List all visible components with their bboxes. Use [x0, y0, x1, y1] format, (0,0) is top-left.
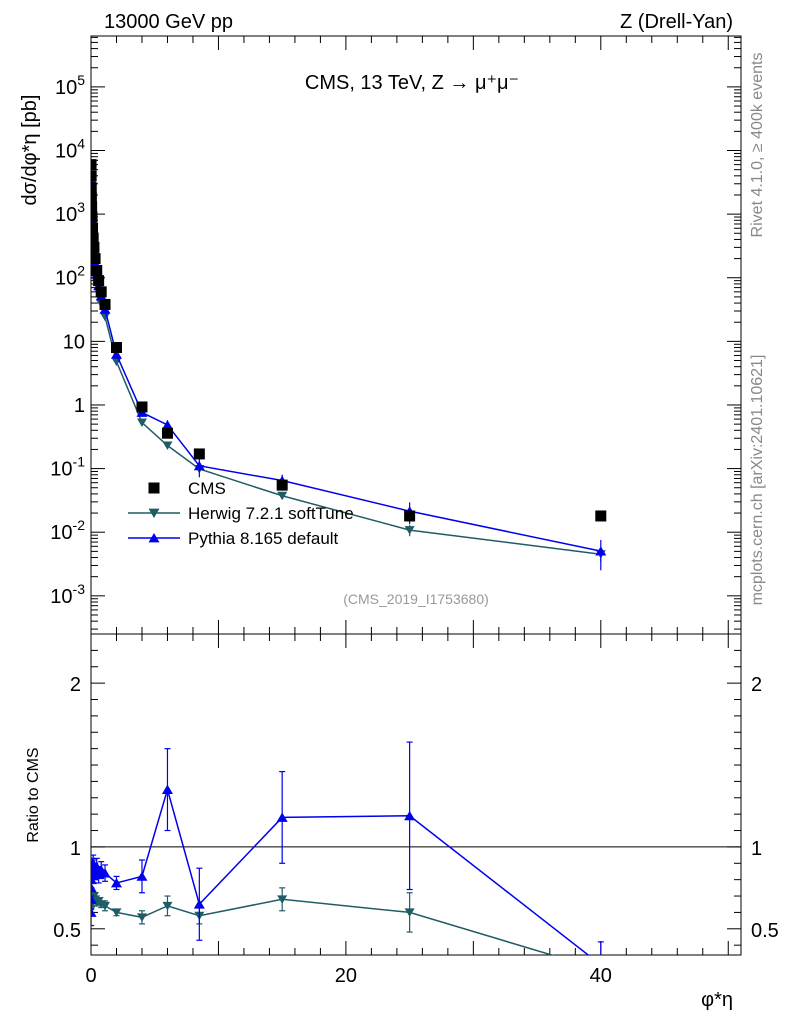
y-axis-label-ratio: Ratio to CMS: [25, 747, 42, 842]
main-series-line-0: [91, 177, 601, 556]
cms-data-point: [404, 510, 416, 522]
y-tick-label-ratio-right: 0.5: [751, 920, 779, 942]
cms-data-point: [91, 241, 100, 253]
ratio-marker-1: [136, 871, 148, 881]
legend-marker-0: [148, 508, 160, 518]
cms-data-point: [95, 286, 107, 298]
main-marker-0: [136, 418, 147, 428]
cms-data-point: [91, 170, 97, 182]
mcplots-label: mcplots.cern.ch [arXiv:2401.10621]: [749, 355, 766, 606]
ratio-marker-1: [99, 868, 111, 878]
y-tick-label-main: 1: [74, 395, 85, 417]
cms-data-point: [91, 192, 97, 204]
y-tick-label-ratio-right: 2: [751, 674, 762, 696]
header-left-label: 13000 GeV pp: [104, 11, 233, 33]
y-tick-label-main: 10-2: [50, 517, 85, 544]
cms-data-point: [136, 401, 148, 413]
analysis-id: (CMS_2019_I1753680): [343, 591, 489, 607]
main-marker-0: [404, 526, 415, 535]
x-tick-label: 0: [85, 965, 96, 987]
cms-data-point: [93, 275, 105, 287]
main-plot-area: [91, 159, 607, 571]
ratio-marker-1: [91, 907, 97, 917]
ratio-plot-area: [91, 741, 741, 955]
cms-data-point: [595, 510, 607, 522]
ratio-marker-0: [404, 908, 415, 917]
y-tick-label-main: 103: [55, 199, 85, 226]
cms-data-point: [91, 182, 97, 194]
ratio-marker-1: [276, 812, 288, 822]
legend-marker-1: [148, 533, 160, 543]
legend-label: CMS: [188, 479, 226, 498]
chart-title: CMS, 13 TeV, Z → μ⁺μ⁻: [305, 72, 519, 94]
main-marker-1: [161, 419, 173, 430]
main-marker-0: [277, 491, 288, 501]
ratio-marker-0: [162, 901, 173, 911]
y-tick-label-ratio-right: 1: [751, 838, 762, 860]
legend-label: Pythia 8.165 default: [188, 529, 339, 548]
x-tick-label: 20: [335, 965, 357, 987]
main-marker-0: [162, 441, 173, 451]
ratio-marker-1: [404, 810, 416, 821]
axis-ticks: 0 20 40 10-3 10-2 10-1 1 10 102 103 104 105 0.5 0.5 1 1…: [50, 36, 779, 987]
ratio-marker-1: [161, 784, 173, 794]
y-axis-label-main: dσ/dφ*η [pb]: [19, 95, 41, 206]
main-marker-1: [110, 349, 122, 359]
ratio-marker-1: [91, 894, 97, 904]
y-tick-label-ratio-left: 2: [70, 674, 81, 696]
legend: CMS Herwig 7.2.1 softTune Pythia 8.165 def…: [128, 479, 354, 548]
cms-data-point: [91, 211, 98, 223]
ratio-panel-frame: [90, 633, 742, 956]
cms-data-point: [193, 448, 205, 460]
main-series-line-1: [91, 178, 601, 552]
main-marker-1: [595, 546, 607, 556]
ratio-marker-1: [110, 877, 122, 888]
main-marker-1: [193, 460, 205, 471]
cms-data-point: [161, 427, 173, 439]
cms-data-point: [110, 342, 122, 354]
x-axis-label: φ*η: [701, 989, 733, 1011]
y-tick-label-main: 10: [63, 331, 85, 353]
cms-data-point: [91, 159, 97, 171]
cms-data-point: [99, 298, 111, 310]
ratio-marker-0: [100, 901, 111, 911]
cms-data-point: [276, 479, 288, 491]
ratio-marker-0: [136, 913, 147, 922]
x-tick-label: 40: [590, 965, 612, 987]
cms-data-point: [91, 222, 99, 234]
ratio-marker-0: [111, 908, 122, 917]
main-marker-0: [100, 312, 111, 322]
ratio-marker-0: [277, 895, 288, 904]
y-tick-label-main: 105: [55, 72, 85, 99]
y-tick-label-main: 102: [55, 263, 85, 290]
header-right-label: Z (Drell-Yan): [620, 11, 733, 33]
cms-data-point: [91, 264, 103, 276]
cms-data-point: [91, 253, 101, 265]
y-tick-label-ratio-left: 1: [70, 838, 81, 860]
rivet-label: Rivet 4.1.0, ≥ 400k events: [749, 53, 766, 238]
y-tick-label-main: 10-1: [50, 454, 85, 481]
y-tick-label-main: 10-3: [50, 581, 85, 608]
legend-label: Herwig 7.2.1 softTune: [188, 504, 354, 523]
y-tick-label-ratio-left: 0.5: [53, 920, 81, 942]
cms-data-point: [91, 201, 98, 213]
y-tick-label-main: 104: [55, 136, 85, 163]
ratio-marker-1: [193, 899, 205, 909]
legend-marker-cms: [148, 482, 160, 494]
cms-data-point: [91, 232, 99, 244]
